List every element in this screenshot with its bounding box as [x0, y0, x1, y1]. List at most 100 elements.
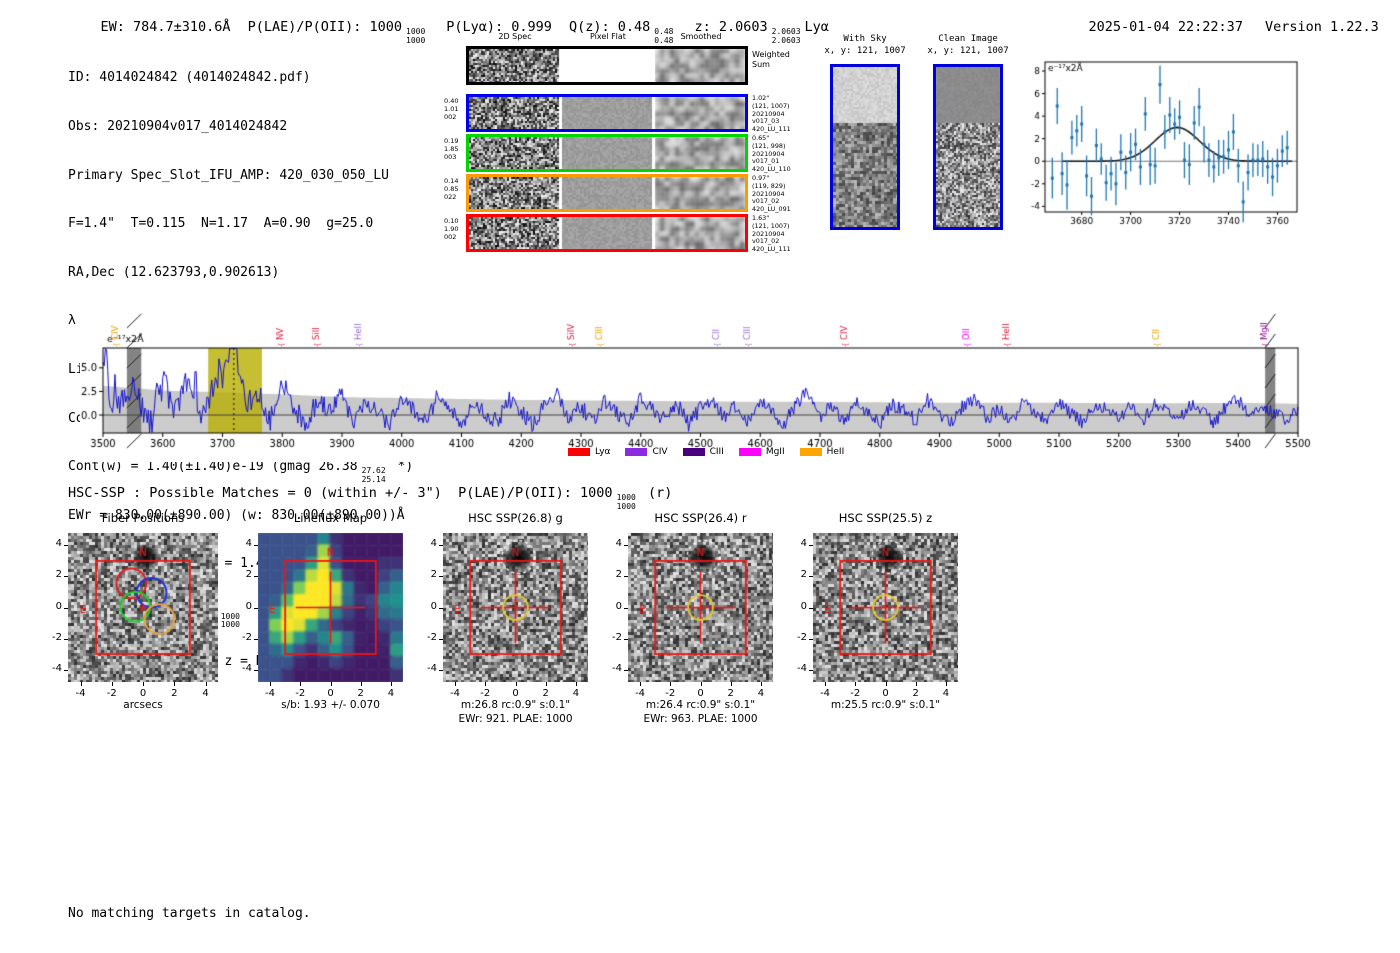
withsky-title: With Sky x, y: 121, 1007	[810, 33, 920, 57]
tick-mark	[575, 682, 577, 686]
cutout-caption-1: m:26.4 rc:0.9" s:0.1"	[645, 699, 756, 711]
cutout-ytick: -2	[427, 631, 437, 643]
spec2d-annotation-line: 0.97"	[752, 174, 770, 182]
tick-mark	[945, 682, 947, 686]
cutout-ytick: -4	[242, 662, 252, 674]
spec2d-row-image	[469, 97, 745, 129]
cutout-ytick: -2	[242, 631, 252, 643]
tick-mark	[624, 638, 628, 640]
tick-mark	[64, 545, 68, 547]
spec2d-annotation-line: 420_LU_111	[752, 245, 791, 254]
cutout-canvas-image	[628, 533, 773, 682]
spec2d-annotation-line: 20210904	[752, 109, 785, 118]
full-spectrum-chart	[80, 300, 1320, 462]
cutout-caption-1: m:25.5 rc:0.9" s:0.1"	[830, 699, 941, 711]
hsc-plae-range: 1000 1000	[616, 493, 636, 511]
spec2d-left-value: 002	[444, 113, 457, 121]
spec2d-row-left-label: 0.14 0.85 022	[444, 177, 466, 201]
spec2d-left-value: 1.85	[444, 145, 459, 153]
tick-mark	[300, 682, 302, 686]
tick-mark	[205, 682, 207, 686]
tick-mark	[254, 669, 258, 671]
spec2d-annotation-line: Weighted	[752, 50, 790, 59]
cutout-xtick: -2	[665, 688, 676, 699]
cutout-ytick: 2	[430, 569, 437, 581]
info-line-primary: Primary Spec_Slot_IFU_AMP: 420_030_050_L…	[68, 167, 389, 183]
spec2d-left-value: 022	[444, 193, 457, 201]
spec2d-annotation-line: 20210904	[752, 149, 785, 158]
cutout-caption-2: EWr: 921. PLAE: 1000	[458, 713, 573, 725]
spec2d-row-image	[469, 49, 745, 82]
spec2d-annotation-line: 20210904	[752, 189, 785, 198]
spec2d-row	[466, 214, 748, 252]
cutout-ytick: 4	[55, 538, 62, 550]
info-line-seeing: F=1.4" T=0.115 N=1.17 A=0.90 g=25.0	[68, 216, 374, 232]
cutout-caption-1: s/b: 1.93 +/- 0.070	[281, 699, 380, 711]
spec2d-annotation-line: v017_02	[752, 237, 780, 246]
cleanimage-title: Clean Image x, y: 121, 1007	[913, 33, 1023, 57]
cutout-ytick: 0	[615, 600, 622, 612]
spec2d-annotation-line: 420_LU_111	[752, 125, 791, 134]
footer-block: No matching targets in catalog. Row inte…	[68, 875, 311, 953]
tick-mark	[730, 682, 732, 686]
cutout-xtick: 4	[572, 688, 580, 699]
cutout-ytick: 0	[430, 600, 437, 612]
legend-label: MgII	[765, 447, 785, 457]
spec2d-annotation-line: (121, 1007)	[752, 221, 790, 230]
cutout-caption-2: EWr: 963. PLAE: 1000	[643, 713, 758, 725]
spec2d-annotation-line: v017_02	[752, 197, 780, 206]
cutout-xtick: -4	[75, 688, 86, 699]
tick-mark	[64, 607, 68, 609]
legend-item-ciii: CIII	[682, 447, 724, 457]
tick-mark	[809, 545, 813, 547]
cleanimage-coords: x, y: 121, 1007	[927, 46, 1009, 56]
cutout-canvas-lineflux	[258, 533, 403, 682]
legend-swatch	[799, 448, 822, 456]
tick-mark	[439, 607, 443, 609]
spec2d-annotation-line: 420_LU_110	[752, 165, 791, 174]
qz-range: 0.48 0.48	[654, 27, 674, 45]
cutout-ytick: 4	[430, 538, 437, 550]
spec2d-annotation-line: v017_03	[752, 117, 780, 126]
cutout-xtick: 2	[542, 688, 549, 699]
legend-item-lyα: Lyα	[568, 447, 610, 457]
tick-mark	[64, 576, 68, 578]
spec2d-row-image	[469, 137, 745, 169]
spec2d-row	[466, 46, 748, 85]
cutout-xtick: 4	[757, 688, 765, 699]
gmag-range: 27.62 25.14	[361, 466, 386, 484]
cutout-ytick: -4	[797, 662, 807, 674]
tick-mark	[640, 682, 642, 686]
info-line-radec: RA,Dec (12.623793,0.902613)	[68, 264, 280, 280]
cutout-ytick: -2	[612, 631, 622, 643]
tick-mark	[439, 669, 443, 671]
header-meta: 2025-01-04 22:22:37 Version 1.22.3	[1056, 3, 1379, 51]
legend-label: HeII	[826, 447, 845, 457]
spec2d-header-pixelflat: Pixel Flat	[590, 32, 626, 41]
tick-mark	[254, 545, 258, 547]
cutout-xtick: 4	[202, 688, 209, 699]
cutout-ytick: 0	[800, 600, 807, 612]
plya-value: P(Lyα): 0.999	[446, 19, 552, 35]
cutout-xtick: 0	[139, 688, 147, 699]
cutout-xtick: 2	[171, 688, 178, 699]
withsky-canvas	[833, 67, 897, 227]
cutout-canvas-fibers	[68, 533, 218, 682]
timestamp: 2025-01-04 22:22:37	[1088, 19, 1243, 35]
tick-mark	[455, 682, 457, 686]
spec2d-left-value: 0.10	[444, 217, 459, 225]
cutout-ytick: 0	[245, 600, 252, 612]
legend-swatch	[738, 448, 761, 456]
spec2d-row-annotation: 0.65" (121, 998) 20210904 v017_01 420_LU_110	[752, 134, 822, 174]
cutout-ytick: -2	[797, 631, 807, 643]
spec2d-annotation-line: (121, 998)	[752, 141, 786, 150]
tick-mark	[80, 682, 82, 686]
legend-label: CIII	[709, 447, 724, 457]
tick-mark	[330, 682, 332, 686]
plae-range: 1000 1000	[406, 27, 426, 45]
info-line-contw: Cont(w) = 1.40(±1.40)e-19 (gmag 26.38 27.…	[68, 459, 414, 484]
cutout-xtick: -2	[295, 688, 306, 699]
tick-mark	[360, 682, 362, 686]
spec2d-annotation-line: v017_01	[752, 157, 780, 166]
cutout-xtick: 2	[727, 688, 734, 699]
